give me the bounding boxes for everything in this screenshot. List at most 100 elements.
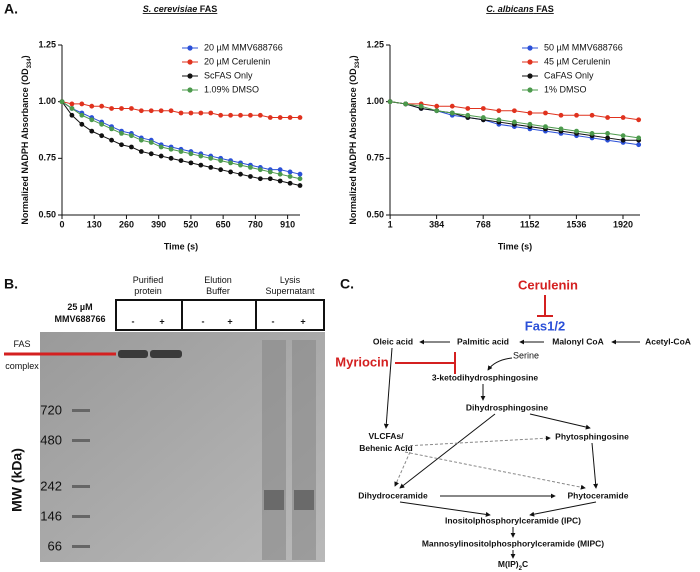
x-tick-label: 910 [280, 219, 295, 229]
metabolite: M(IP)2C [498, 559, 528, 571]
data-point [496, 117, 502, 123]
data-point [297, 115, 303, 120]
data-point [620, 115, 626, 120]
data-point [208, 110, 214, 116]
header-line: Elution [204, 275, 232, 285]
data-point [248, 174, 253, 179]
data-point [129, 106, 134, 111]
y-label-part: ) [20, 55, 30, 58]
data-point [119, 131, 124, 136]
mw-label: 242 [40, 478, 62, 493]
legend-marker [527, 73, 533, 79]
x-tick-label: 0 [59, 219, 64, 229]
data-point [148, 151, 154, 157]
arrows [383, 339, 640, 559]
data-point [109, 137, 114, 143]
data-point [257, 167, 263, 173]
data-point [511, 119, 517, 125]
ladder-band [72, 485, 90, 488]
data-point [297, 171, 303, 177]
data-point [589, 112, 595, 118]
lane-sign: + [227, 316, 232, 326]
arrow [399, 413, 496, 489]
data-point [257, 176, 263, 182]
data-point [168, 146, 174, 152]
data-point [69, 101, 75, 107]
data-point [267, 169, 273, 175]
data-point [574, 112, 579, 118]
data-point [238, 162, 243, 168]
legend-label: 20 µM Cerulenin [204, 56, 270, 66]
data-point [218, 167, 224, 173]
data-point [158, 108, 164, 114]
mw-label: 480 [40, 432, 62, 447]
data-point [238, 112, 243, 118]
data-point [287, 174, 293, 179]
lane-box [255, 299, 325, 331]
legend-label: ScFAS Only [204, 70, 253, 80]
treatment-line: MMV688766 [54, 314, 105, 324]
data-point [480, 115, 486, 120]
data-point [109, 126, 114, 132]
data-point [138, 108, 144, 114]
data-point [434, 103, 440, 109]
data-point [496, 108, 502, 114]
data-point [277, 167, 283, 173]
y-label-part: Normalized NADPH Absorbance (OD [20, 68, 30, 225]
ladder-band [72, 409, 90, 412]
metabolite: Mannosylinositolphosphorylceramide (MIPC… [422, 538, 604, 548]
y-tick-label: 1.00 [38, 96, 56, 106]
data-point [511, 108, 517, 114]
gel-band [294, 490, 314, 510]
data-point [287, 180, 293, 186]
lane-box [181, 299, 257, 331]
band-label-line: complex [5, 361, 39, 371]
data-point [138, 137, 144, 143]
data-point [605, 135, 610, 141]
mw-label: 66 [48, 538, 62, 553]
metabolite-part: 2 [519, 566, 523, 572]
data-point [198, 110, 204, 116]
data-point [267, 115, 273, 120]
metabolite: VLCFAs/Behenic Acid [359, 431, 413, 453]
data-point [178, 158, 184, 164]
x-tick-label: 260 [119, 219, 134, 229]
arrow [529, 501, 597, 517]
data-point [188, 151, 194, 157]
header-line: Buffer [206, 286, 230, 296]
data-point [434, 108, 440, 114]
header-line: Purified [133, 275, 164, 285]
data-point [527, 110, 533, 116]
data-point [218, 158, 224, 164]
data-point [168, 155, 174, 161]
ladder-band [72, 545, 90, 548]
panel-label: C. [340, 276, 354, 292]
data-point [574, 128, 579, 134]
y-tick-label: 1.25 [366, 39, 384, 49]
data-point [188, 110, 194, 116]
data-point [558, 126, 564, 132]
band-label: FAS complex [5, 339, 39, 371]
metabolite: Inositolphosphorylceramide (IPC) [445, 515, 581, 525]
title-part: FAS [197, 4, 217, 14]
data-point [198, 162, 204, 168]
arrow [487, 357, 513, 371]
treatment-line: 25 µM [67, 302, 92, 312]
data-point [543, 110, 548, 116]
metabolite: Oleic acid [373, 336, 413, 346]
data-point [59, 99, 65, 105]
data-point [248, 165, 253, 170]
data-point [69, 112, 75, 118]
x-tick-label: 768 [476, 219, 491, 229]
metabolite-part: C [522, 559, 528, 569]
data-point [558, 112, 564, 118]
data-point [277, 115, 283, 120]
metabolite: Dihydroceramide [358, 490, 428, 500]
title-part: S. cerevisiae [143, 4, 198, 14]
y-tick-label: 1.00 [366, 96, 384, 106]
arrow [591, 442, 599, 489]
lane-sign: - [272, 316, 275, 326]
x-tick-label: 650 [216, 219, 231, 229]
data-point [636, 135, 642, 141]
gel-band [118, 350, 148, 358]
